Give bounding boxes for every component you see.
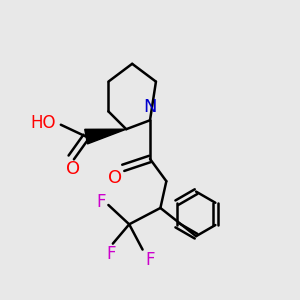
Text: F: F [96,193,105,211]
Text: O: O [66,160,80,178]
Text: HO: HO [31,114,56,132]
Text: F: F [106,245,116,263]
Text: O: O [108,169,122,187]
Text: N: N [143,98,157,116]
Polygon shape [85,129,126,144]
Text: F: F [146,251,155,269]
